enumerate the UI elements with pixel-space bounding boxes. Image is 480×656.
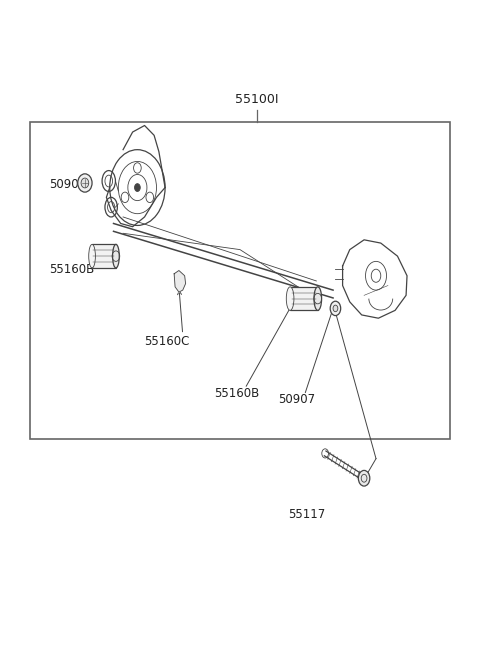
Text: 50907: 50907 — [49, 178, 86, 191]
Text: 55160B: 55160B — [214, 387, 259, 400]
Circle shape — [359, 470, 370, 486]
Text: 55117: 55117 — [288, 508, 325, 521]
Polygon shape — [174, 270, 186, 292]
Ellipse shape — [78, 174, 92, 192]
Ellipse shape — [330, 301, 341, 316]
Text: 55160B: 55160B — [49, 262, 95, 276]
Text: 50907: 50907 — [278, 394, 315, 406]
Text: 55100I: 55100I — [235, 93, 278, 106]
Ellipse shape — [113, 245, 119, 268]
Ellipse shape — [314, 287, 322, 310]
Ellipse shape — [286, 287, 294, 310]
Ellipse shape — [89, 245, 96, 268]
Text: 55160C: 55160C — [144, 335, 190, 348]
Circle shape — [134, 184, 140, 192]
Ellipse shape — [81, 178, 89, 188]
Bar — [92, 245, 116, 268]
Bar — [290, 287, 318, 310]
Ellipse shape — [333, 305, 338, 312]
Bar — [30, 122, 450, 439]
